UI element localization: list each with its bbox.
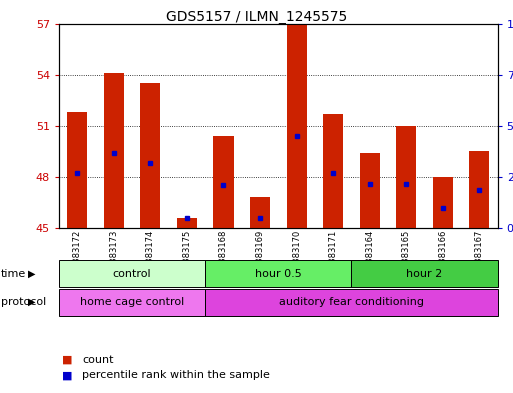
Text: ■: ■: [62, 370, 72, 380]
Bar: [469, 151, 489, 228]
Bar: [104, 73, 124, 228]
Text: ■: ■: [62, 354, 72, 365]
Text: hour 0.5: hour 0.5: [255, 268, 302, 279]
Text: ▶: ▶: [28, 297, 35, 307]
Bar: [67, 112, 87, 228]
Bar: [360, 153, 380, 228]
Text: hour 2: hour 2: [406, 268, 443, 279]
Bar: [141, 83, 161, 228]
Bar: [287, 24, 307, 228]
Text: percentile rank within the sample: percentile rank within the sample: [82, 370, 270, 380]
Bar: [177, 218, 197, 228]
Text: GDS5157 / ILMN_1245575: GDS5157 / ILMN_1245575: [166, 10, 347, 24]
Text: auditory fear conditioning: auditory fear conditioning: [279, 297, 424, 307]
Text: time: time: [1, 268, 26, 279]
Text: count: count: [82, 354, 113, 365]
Bar: [213, 136, 233, 228]
Bar: [396, 126, 416, 228]
Text: control: control: [113, 268, 151, 279]
Text: home cage control: home cage control: [80, 297, 184, 307]
Text: ▶: ▶: [28, 268, 35, 279]
Bar: [433, 177, 453, 228]
Bar: [323, 114, 343, 228]
Bar: [250, 197, 270, 228]
Text: protocol: protocol: [1, 297, 46, 307]
